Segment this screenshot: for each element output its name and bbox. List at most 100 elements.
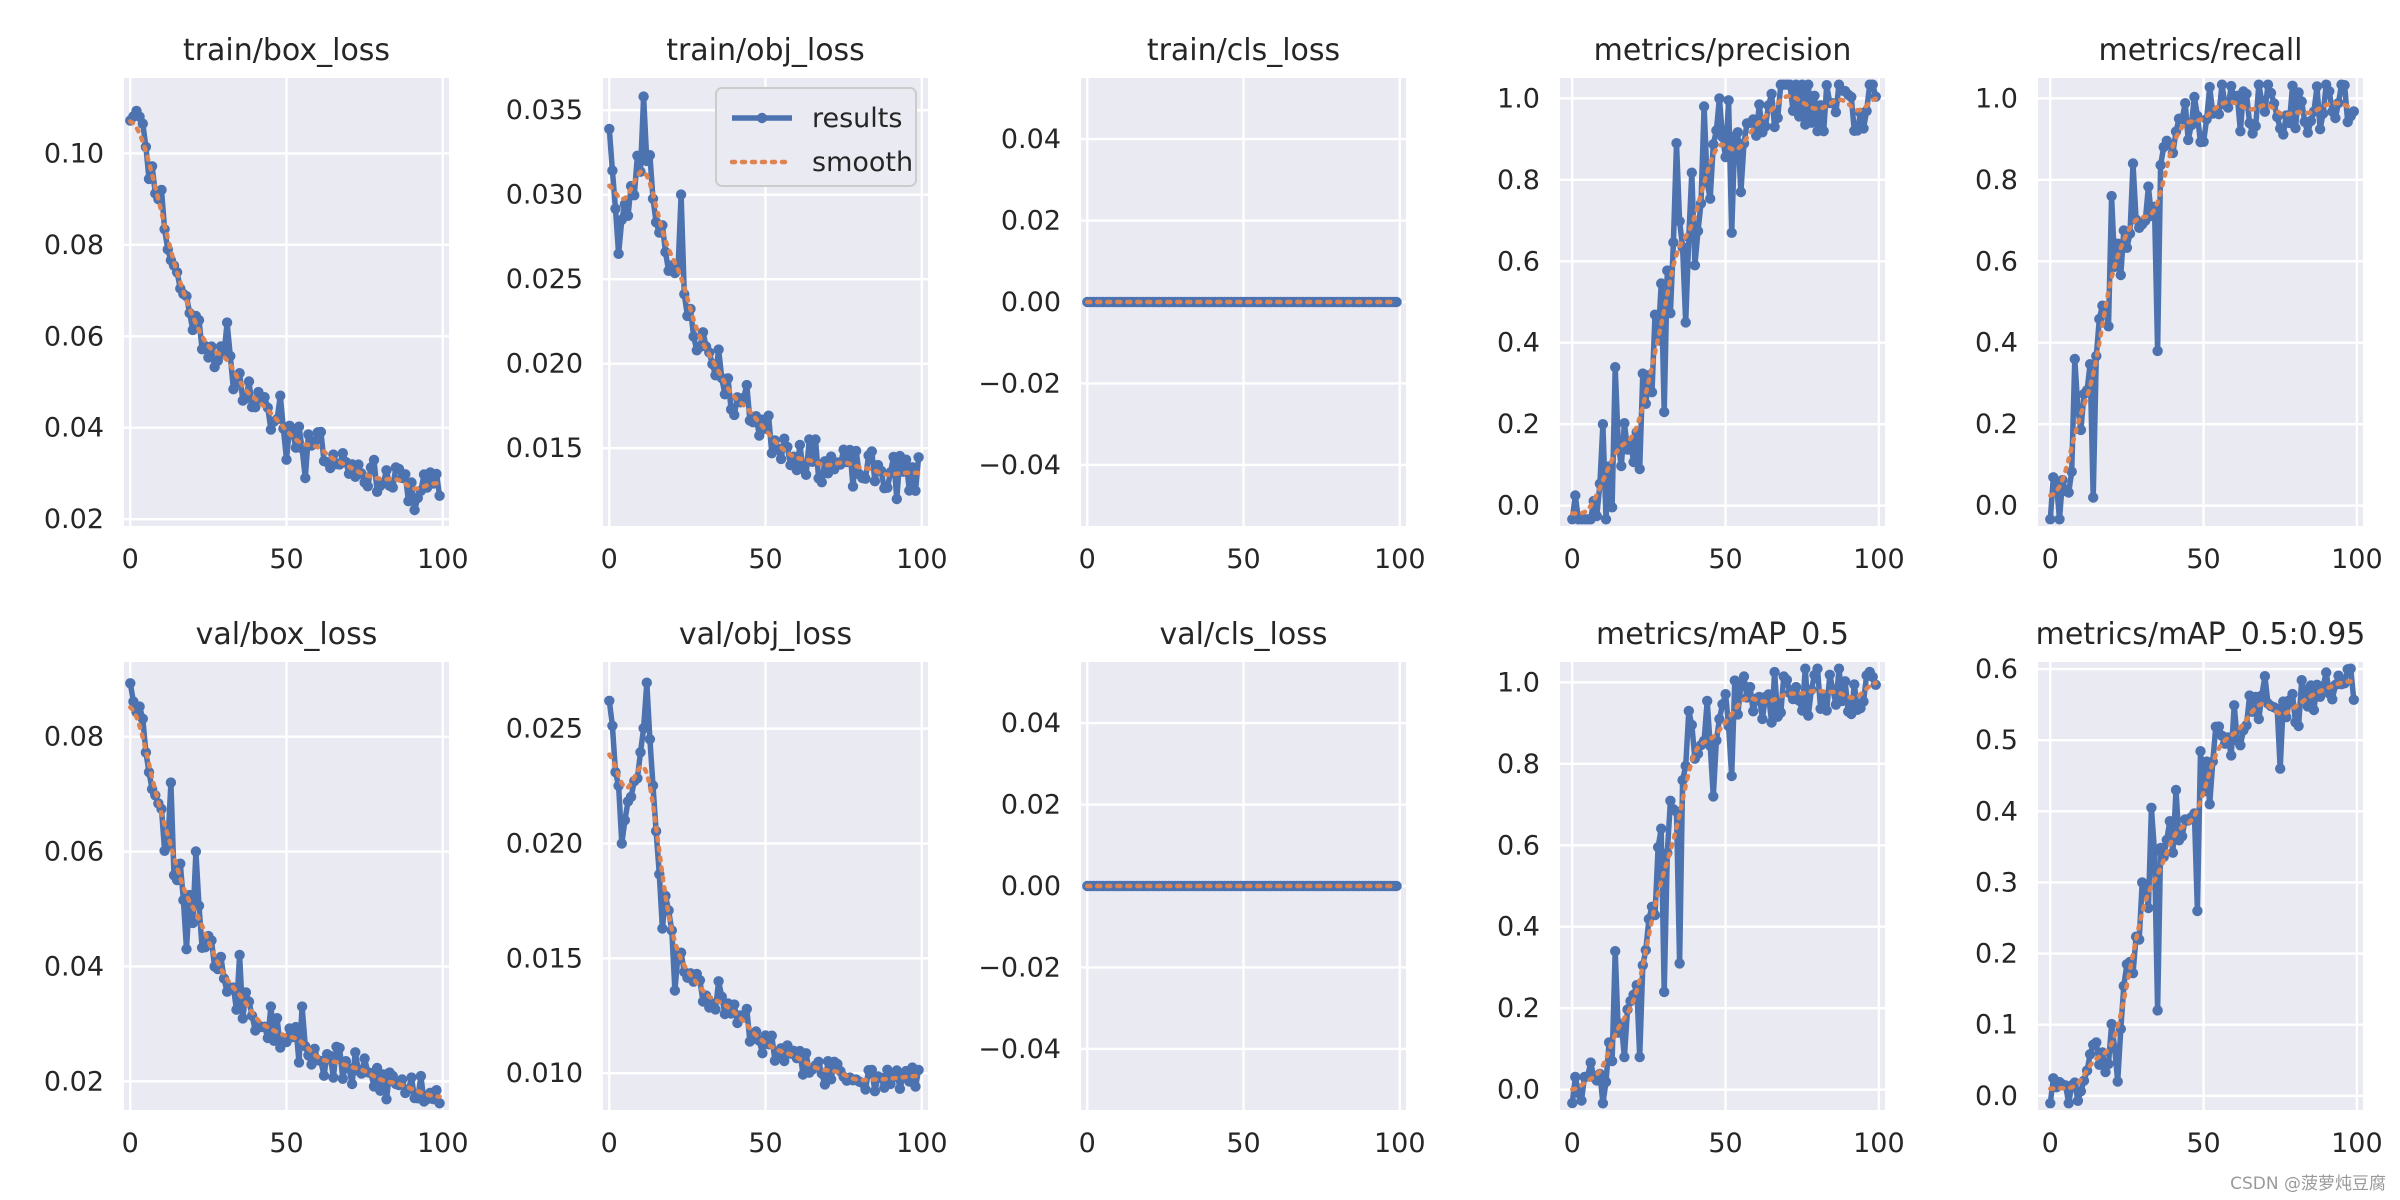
results-point — [1674, 216, 1685, 227]
results-point — [1714, 93, 1725, 104]
results-point — [2167, 847, 2179, 858]
results-point — [1628, 456, 1639, 468]
results-point — [2314, 691, 2326, 702]
subplot-title: train/obj_loss — [666, 33, 865, 68]
results-point — [1720, 689, 1731, 700]
results-point — [1616, 460, 1627, 472]
smooth-series-line — [607, 169, 921, 477]
results-point — [1622, 444, 1633, 455]
results-point — [2189, 91, 2200, 103]
results-point — [2063, 487, 2074, 498]
results-point — [2094, 1059, 2105, 1071]
results-point — [265, 1001, 277, 1012]
results-point — [125, 678, 136, 689]
results-point — [604, 123, 615, 135]
results-series-line — [1569, 665, 1879, 1107]
x-tick-label: 100 — [896, 544, 948, 575]
results-point — [409, 504, 420, 516]
y-tick-label: −0.04 — [978, 1034, 1061, 1065]
x-tick-label: 100 — [896, 1128, 948, 1159]
results-point — [1702, 695, 1713, 707]
results-point — [231, 1004, 242, 1015]
results-point — [1610, 946, 1621, 957]
results-point — [2204, 81, 2215, 93]
y-tick-label: 1.0 — [1497, 667, 1540, 698]
results-point — [1585, 1057, 1596, 1068]
y-tick-label: 0.6 — [1497, 246, 1540, 277]
y-tick-label: −0.02 — [978, 952, 1061, 983]
results-point — [2250, 120, 2261, 132]
x-tick-label: 50 — [1226, 1128, 1260, 1159]
results-point — [2311, 81, 2323, 92]
results-point — [638, 723, 649, 734]
results-point — [1619, 418, 1630, 429]
results-point — [2305, 115, 2317, 127]
smooth-series-line — [128, 119, 442, 491]
y-tick-label: 0.2 — [1497, 409, 1540, 440]
y-tick-label: 0.025 — [506, 714, 583, 745]
y-tick-label: 1.0 — [1975, 83, 2018, 114]
smooth-series-line — [2048, 99, 2357, 498]
results-point — [2216, 79, 2228, 90]
results-point — [1671, 138, 1682, 149]
results-point — [2180, 98, 2191, 109]
results-point — [134, 701, 145, 712]
results-point — [779, 433, 790, 444]
results-point — [293, 421, 305, 432]
y-tick-label: 0.8 — [1975, 165, 2018, 196]
results-point — [1849, 679, 1860, 690]
results-point — [1649, 309, 1661, 320]
results-point — [2155, 842, 2166, 854]
y-tick-label: 0.8 — [1497, 749, 1540, 780]
results-point — [2078, 1075, 2090, 1086]
results-point — [2045, 514, 2056, 525]
y-tick-label: 0.08 — [44, 230, 104, 261]
results-point — [794, 439, 806, 451]
results-point — [754, 430, 765, 441]
y-tick-label: 0.4 — [1497, 328, 1540, 359]
subplot-title: val/obj_loss — [679, 617, 852, 652]
results-point — [688, 331, 699, 342]
subplot-title: metrics/recall — [2098, 33, 2302, 68]
results-point — [1680, 317, 1691, 328]
results-point — [1744, 681, 1756, 693]
results-point — [1839, 676, 1851, 687]
results-point — [675, 189, 687, 200]
results-point — [2127, 158, 2139, 169]
results-point — [2072, 1095, 2084, 1107]
results-point — [641, 677, 652, 688]
results-point — [296, 1001, 308, 1012]
results-point — [1613, 439, 1624, 450]
results-point — [1790, 681, 1802, 693]
y-tick-label: −0.02 — [978, 368, 1061, 399]
results-point — [328, 1072, 339, 1083]
y-tick-label: 0.3 — [1975, 867, 2018, 898]
results-point — [882, 482, 893, 493]
y-tick-label: 0.015 — [506, 943, 583, 974]
x-tick-label: 50 — [2186, 544, 2220, 575]
results-point — [1391, 880, 1402, 892]
results-point — [2176, 831, 2188, 842]
results-point — [2103, 1058, 2114, 1070]
x-tick-label: 100 — [2331, 1128, 2383, 1159]
y-tick-label: 0.4 — [1497, 912, 1540, 943]
results-point — [2100, 1066, 2111, 1078]
results-point — [719, 389, 731, 400]
results-point — [644, 734, 656, 745]
x-tick-label: 0 — [601, 544, 618, 575]
results-point — [860, 1084, 871, 1095]
legend-results-label: results — [812, 103, 902, 134]
results-point — [2265, 87, 2277, 99]
results-point — [2115, 269, 2126, 281]
y-tick-label: 0.010 — [506, 1058, 583, 1089]
results-point — [2112, 1076, 2123, 1087]
results-point — [1754, 99, 1765, 110]
subplot-metrics-map-0-5: metrics/mAP_0.5 0 50 100 0.0 0.2 0.4 0.6 0.8 1.0 — [1497, 617, 1905, 1159]
results-point — [1769, 666, 1780, 678]
results-point — [2348, 694, 2359, 705]
y-tick-label: 0.2 — [1975, 939, 2018, 970]
results-point — [2140, 880, 2151, 891]
results-point — [2302, 127, 2313, 138]
x-tick-label: 100 — [1374, 544, 1426, 575]
x-tick-label: 100 — [417, 544, 469, 575]
